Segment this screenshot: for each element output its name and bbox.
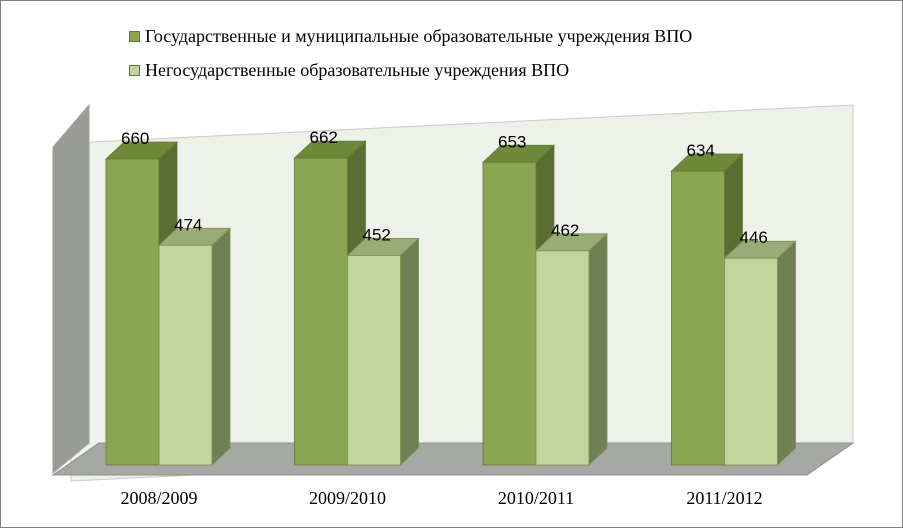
bar-2009-2010-series-2 (346, 237, 420, 466)
bar-2010-2011-series-2 (534, 232, 609, 466)
x-tick-label-2011-2012: 2011/2012 (686, 488, 762, 508)
legend-entry-series-2: Негосударственные образовательные учрежд… (129, 53, 692, 87)
bar-2011-2012-series-1-front (671, 170, 725, 466)
legend-swatch-series-2 (129, 64, 140, 76)
bar-2009-2010-series-2-side (400, 237, 419, 466)
bar-2008-2009-series-1-front (105, 158, 160, 466)
chart-walls (51, 103, 855, 482)
data-label-2011-2012-series-1: 634 (687, 141, 715, 160)
data-label-2010-2011-series-2: 462 (551, 221, 579, 240)
legend-swatch-series-1 (129, 30, 140, 42)
legend-label-series-2: Негосударственные образовательные учрежд… (145, 59, 570, 80)
data-label-2010-2011-series-1: 653 (498, 132, 526, 151)
chart-floor (51, 442, 855, 476)
bar-2011-2012-series-2-front (724, 257, 778, 466)
bar-2009-2010-series-1-front (294, 157, 348, 466)
data-label-2008-2009-series-1: 660 (121, 129, 149, 148)
chart-side-wall (52, 103, 90, 475)
chart-labels: 660 474 2008/2009 662 452 2009/2010 653 462 2010… (120, 128, 767, 508)
data-label-2009-2010-series-2: 452 (363, 225, 391, 244)
x-tick-label-2010-2011: 2010/2011 (498, 488, 574, 508)
bar-2010-2011-series-2-side (588, 232, 608, 466)
x-tick-label-2008-2009: 2008/2009 (120, 488, 197, 508)
bar-2010-2011-series-1-front (482, 161, 537, 466)
bar-2008-2009-series-2-front (158, 244, 213, 466)
chart-legend: Государственные и муниципальные образова… (129, 19, 692, 87)
chart-bars (104, 140, 797, 466)
bar-2010-2011-series-2-front (535, 250, 590, 466)
bar-2011-2012-series-2-side (777, 240, 796, 466)
data-label-2009-2010-series-1: 662 (310, 128, 338, 147)
bar-2009-2010-series-2-front (347, 255, 401, 466)
bar-2008-2009-series-2 (157, 227, 232, 466)
bar-2011-2012-series-2 (723, 240, 797, 466)
bar-2009-2010-series-1 (293, 140, 367, 466)
legend-entry-series-1: Государственные и муниципальные образова… (129, 19, 692, 53)
x-tick-label-2009-2010: 2009/2010 (309, 488, 386, 508)
data-label-2008-2009-series-2: 474 (174, 215, 202, 234)
bar-2008-2009-series-2-side (211, 227, 231, 466)
data-label-2011-2012-series-2: 446 (740, 228, 768, 247)
legend-label-series-1: Государственные и муниципальные образова… (145, 25, 693, 46)
